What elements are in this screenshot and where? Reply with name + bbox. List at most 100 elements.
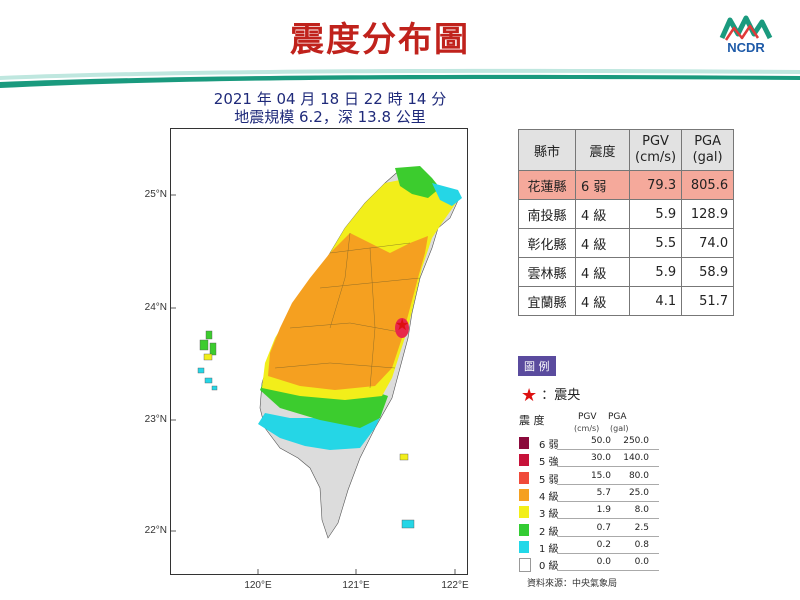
table-row: 宜蘭縣 4 級 4.1 51.7 xyxy=(518,286,735,316)
legend-unit-pgv: (cm/s) xyxy=(574,424,600,433)
table-header: 縣市 xyxy=(518,129,576,171)
legend-swatch xyxy=(519,540,529,553)
county-cell: 花蓮縣 xyxy=(518,170,576,200)
legend-head-pgv: PGV xyxy=(578,412,597,422)
legend-divider xyxy=(557,570,659,572)
legend-level-label: 2 級 xyxy=(539,526,559,538)
legend-level-pgv: 50.0 xyxy=(590,436,611,446)
county-cell: 宜蘭縣 xyxy=(518,286,576,316)
legend-divider xyxy=(557,466,659,468)
legend-swatch xyxy=(519,471,529,484)
legend-level-pga: 25.0 xyxy=(628,487,649,498)
orchid-island xyxy=(401,519,415,529)
intensity-cell: 4 級 xyxy=(575,257,630,287)
legend-level-pgv: 15.0 xyxy=(590,470,611,481)
ncdr-logo: NCDR xyxy=(712,14,780,60)
legend-level-pgv: 0.2 xyxy=(596,539,611,550)
pgv-cell: 4.1 xyxy=(628,286,683,316)
table-header: PGA (gal) xyxy=(681,129,735,171)
legend-swatch xyxy=(519,488,529,501)
logo-text: NCDR xyxy=(727,40,765,55)
y-tick-label: 23°N xyxy=(144,414,167,425)
legend-divider xyxy=(557,449,659,450)
legend-level-pgv: 0.7 xyxy=(596,522,611,533)
pgv-cell: 5.9 xyxy=(628,199,683,229)
legend-level-row: 0 級 0.0 0.0 xyxy=(519,557,659,573)
legend-level-pga: 0.0 xyxy=(634,557,649,568)
legend-swatch xyxy=(519,454,529,467)
y-tick-label: 24°N xyxy=(144,302,167,313)
event-magnitude-depth: 地震規模 6.2，深 13.8 公里 xyxy=(234,108,426,126)
legend-divider xyxy=(557,500,659,502)
pga-cell: 51.7 xyxy=(681,286,735,316)
intensity-cell: 4 級 xyxy=(575,199,630,229)
y-tick-label: 22°N xyxy=(144,525,167,536)
county-borders xyxy=(274,232,421,389)
table-header-row: 縣市 震度 PGV (cm/s) PGA (gal) xyxy=(518,129,735,171)
legend-level-pgv: 30.0 xyxy=(590,453,611,464)
penghu-islands xyxy=(197,330,218,391)
y-tick-label: 25°N xyxy=(144,189,167,200)
pga-cell: 805.6 xyxy=(681,170,735,200)
table-row: 雲林縣 4 級 5.9 58.9 xyxy=(518,257,735,287)
legend-swatch xyxy=(519,506,529,519)
intensity-cell: 6 弱 xyxy=(575,170,630,200)
legend-divider xyxy=(557,535,659,537)
legend-level-row: 2 級 0.7 2.5 xyxy=(519,522,659,538)
pgv-cell: 79.3 xyxy=(628,170,683,200)
event-time: 2021 年 04 月 18 日 22 時 14 分 xyxy=(213,90,447,108)
legend-level-pga: 250.0 xyxy=(623,436,649,446)
legend-level-row: 1 級 0.2 0.8 xyxy=(519,539,659,555)
table-row: 南投縣 4 級 5.9 128.9 xyxy=(518,199,735,229)
legend-level-row: 3 級 1.9 8.0 xyxy=(519,505,659,521)
header-accent-bar xyxy=(0,68,800,88)
table-row: 花蓮縣 6 弱 79.3 805.6 xyxy=(518,170,735,200)
pga-cell: 74.0 xyxy=(681,228,735,258)
legend-level-label: 4 級 xyxy=(539,491,559,503)
legend-divider xyxy=(557,518,659,520)
legend-level-row: 4 級 5.7 25.0 xyxy=(519,487,659,503)
legend-level-label: 3 級 xyxy=(539,509,559,521)
legend-divider xyxy=(557,552,659,554)
table-header: 震度 xyxy=(575,129,630,171)
legend-level-label: 5 弱 xyxy=(539,474,559,486)
legend-epicenter-label: ：震央 xyxy=(541,388,581,403)
legend-level-pgv: 1.9 xyxy=(596,505,611,516)
event-info: 2021 年 04 月 18 日 22 時 14 分 地震規模 6.2，深 13… xyxy=(195,90,465,126)
pgv-cell: 5.5 xyxy=(628,228,683,258)
legend-divider xyxy=(557,483,659,485)
axis-ticks xyxy=(170,194,456,575)
legend-level-pgv: 5.7 xyxy=(596,487,611,498)
table-header: PGV (cm/s) xyxy=(628,129,683,171)
page-title: 震度分布圖 xyxy=(290,20,470,60)
intensity-cell: 4 級 xyxy=(575,228,630,258)
legend-swatch xyxy=(519,437,529,449)
star-icon: ★ xyxy=(521,385,538,406)
legend-level-row: 6 弱 50.0 250.0 xyxy=(519,436,659,451)
x-tick-label: 122°E xyxy=(441,580,469,591)
county-cell: 雲林縣 xyxy=(518,257,576,287)
legend-level-row: 5 強 30.0 140.0 xyxy=(519,453,659,468)
legend-level-label: 0 級 xyxy=(539,561,559,573)
legend-level-label: 6 弱 xyxy=(539,440,559,451)
intensity-cell: 4 級 xyxy=(575,286,630,316)
x-tick-label: 121°E xyxy=(342,580,370,591)
legend-epicenter: ★ ：震央 xyxy=(521,384,580,406)
county-cell: 彰化縣 xyxy=(518,228,576,258)
legend-swatch xyxy=(519,523,529,536)
epicenter-star-icon: ★ xyxy=(395,315,409,334)
intensity-map: ★ xyxy=(170,128,468,575)
data-source: 資料來源：中央氣象局 xyxy=(527,579,618,589)
map-region-north-green xyxy=(395,166,440,198)
legend-level-pga: 80.0 xyxy=(628,470,649,481)
legend-unit-pga: (gal) xyxy=(610,424,629,433)
legend-level-pga: 0.8 xyxy=(634,539,649,550)
legend-title: 圖 例 xyxy=(518,356,556,376)
x-tick-label: 120°E xyxy=(244,580,272,591)
pga-cell: 58.9 xyxy=(681,257,735,287)
legend-swatch xyxy=(519,558,531,573)
intensity-table: 縣市 震度 PGV (cm/s) PGA (gal) 花蓮縣 6 弱 79.3 … xyxy=(518,129,735,316)
green-island xyxy=(399,453,409,461)
legend-level-label: 1 級 xyxy=(539,543,559,555)
legend-level-pga: 140.0 xyxy=(623,453,649,464)
